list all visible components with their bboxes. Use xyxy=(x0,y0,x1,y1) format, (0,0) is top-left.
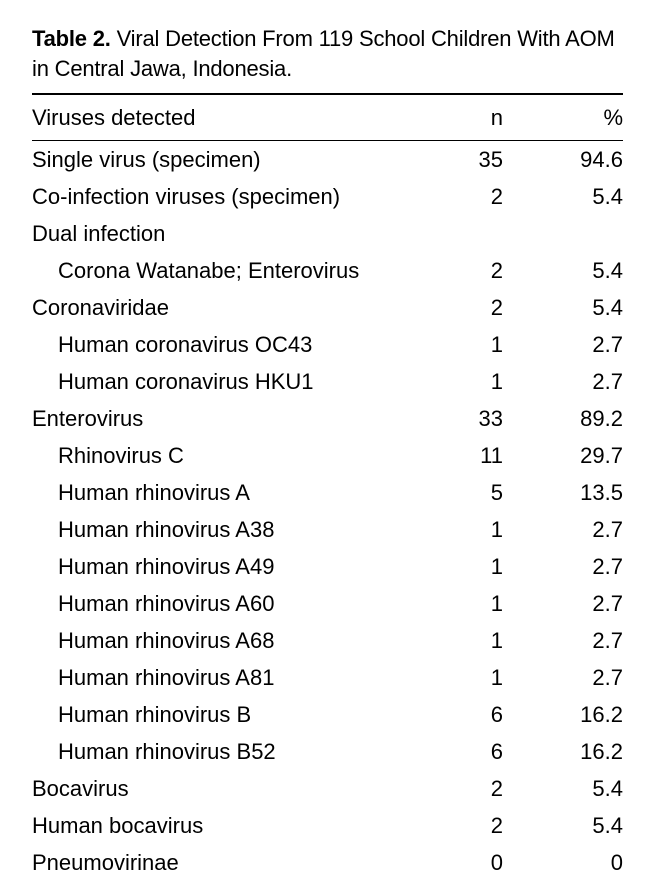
cell-label: Human coronavirus HKU1 xyxy=(32,363,433,400)
table-row: Human rhinovirus A6812.7 xyxy=(32,622,623,659)
table-row: Coronaviridae25.4 xyxy=(32,289,623,326)
cell-n: 6 xyxy=(433,733,533,770)
cell-pct: 5.4 xyxy=(533,289,623,326)
cell-n: 2 xyxy=(433,770,533,807)
cell-pct: 5.4 xyxy=(533,178,623,215)
cell-pct: 5.4 xyxy=(533,770,623,807)
table-container: Table 2. Viral Detection From 119 School… xyxy=(0,0,655,805)
table-row: Human bocavirus25.4 xyxy=(32,807,623,844)
cell-n: 1 xyxy=(433,622,533,659)
cell-label: Coronaviridae xyxy=(32,289,433,326)
cell-n: 1 xyxy=(433,659,533,696)
cell-n: 2 xyxy=(433,807,533,844)
table-body: Single virus (specimen)3594.6Co-infectio… xyxy=(32,141,623,881)
cell-label: Human rhinovirus A49 xyxy=(32,548,433,585)
cell-label: Co-infection viruses (specimen) xyxy=(32,178,433,215)
table-row: Dual infection xyxy=(32,215,623,252)
cell-pct: 5.4 xyxy=(533,252,623,289)
table-row: Human coronavirus OC4312.7 xyxy=(32,326,623,363)
cell-pct: 2.7 xyxy=(533,659,623,696)
cell-label: Human rhinovirus A60 xyxy=(32,585,433,622)
table-row: Human rhinovirus A4912.7 xyxy=(32,548,623,585)
cell-pct: 2.7 xyxy=(533,363,623,400)
cell-pct: 2.7 xyxy=(533,548,623,585)
cell-label: Human rhinovirus A81 xyxy=(32,659,433,696)
cell-pct: 29.7 xyxy=(533,437,623,474)
cell-n: 1 xyxy=(433,363,533,400)
cell-pct: 5.4 xyxy=(533,807,623,844)
table-row: Rhinovirus C1129.7 xyxy=(32,437,623,474)
cell-label: Human rhinovirus B xyxy=(32,696,433,733)
table-title-rest: Viral Detection From 119 School Children… xyxy=(32,26,615,81)
table-row: Pneumovirinae00 xyxy=(32,844,623,881)
cell-pct xyxy=(533,215,623,252)
table-row: Single virus (specimen)3594.6 xyxy=(32,141,623,179)
cell-label: Enterovirus xyxy=(32,400,433,437)
cell-pct: 16.2 xyxy=(533,696,623,733)
table-row: Human rhinovirus A8112.7 xyxy=(32,659,623,696)
table-title: Table 2. Viral Detection From 119 School… xyxy=(32,24,623,83)
col-header-pct: % xyxy=(533,94,623,141)
col-header-viruses: Viruses detected xyxy=(32,94,433,141)
cell-n: 1 xyxy=(433,548,533,585)
cell-n: 5 xyxy=(433,474,533,511)
table-row: Human rhinovirus B52616.2 xyxy=(32,733,623,770)
cell-n: 1 xyxy=(433,511,533,548)
cell-pct: 0 xyxy=(533,844,623,881)
table-row: Human rhinovirus A6012.7 xyxy=(32,585,623,622)
cell-pct: 2.7 xyxy=(533,622,623,659)
cell-label: Human bocavirus xyxy=(32,807,433,844)
table-row: Human rhinovirus B616.2 xyxy=(32,696,623,733)
table-row: Bocavirus25.4 xyxy=(32,770,623,807)
cell-label: Human rhinovirus A68 xyxy=(32,622,433,659)
cell-pct: 13.5 xyxy=(533,474,623,511)
data-table: Viruses detected n % Single virus (speci… xyxy=(32,93,623,881)
cell-label: Human rhinovirus B52 xyxy=(32,733,433,770)
cell-label: Pneumovirinae xyxy=(32,844,433,881)
table-row: Co-infection viruses (specimen)25.4 xyxy=(32,178,623,215)
cell-n: 33 xyxy=(433,400,533,437)
cell-label: Human rhinovirus A xyxy=(32,474,433,511)
table-row: Enterovirus3389.2 xyxy=(32,400,623,437)
table-row: Human rhinovirus A3812.7 xyxy=(32,511,623,548)
table-row: Corona Watanabe; Enterovirus25.4 xyxy=(32,252,623,289)
table-row: Human coronavirus HKU112.7 xyxy=(32,363,623,400)
cell-n: 2 xyxy=(433,252,533,289)
cell-label: Human rhinovirus A38 xyxy=(32,511,433,548)
table-header-row: Viruses detected n % xyxy=(32,94,623,141)
cell-n: 0 xyxy=(433,844,533,881)
cell-label: Rhinovirus C xyxy=(32,437,433,474)
cell-n: 35 xyxy=(433,141,533,179)
cell-n: 1 xyxy=(433,326,533,363)
cell-pct: 2.7 xyxy=(533,585,623,622)
cell-label: Single virus (specimen) xyxy=(32,141,433,179)
cell-n xyxy=(433,215,533,252)
cell-n: 6 xyxy=(433,696,533,733)
cell-pct: 89.2 xyxy=(533,400,623,437)
cell-n: 1 xyxy=(433,585,533,622)
col-header-n: n xyxy=(433,94,533,141)
cell-label: Dual infection xyxy=(32,215,433,252)
cell-pct: 2.7 xyxy=(533,511,623,548)
cell-pct: 16.2 xyxy=(533,733,623,770)
cell-pct: 94.6 xyxy=(533,141,623,179)
cell-n: 2 xyxy=(433,289,533,326)
table-title-lead: Table 2. xyxy=(32,26,111,51)
cell-pct: 2.7 xyxy=(533,326,623,363)
cell-n: 2 xyxy=(433,178,533,215)
cell-n: 11 xyxy=(433,437,533,474)
cell-label: Human coronavirus OC43 xyxy=(32,326,433,363)
table-row: Human rhinovirus A513.5 xyxy=(32,474,623,511)
cell-label: Bocavirus xyxy=(32,770,433,807)
cell-label: Corona Watanabe; Enterovirus xyxy=(32,252,433,289)
